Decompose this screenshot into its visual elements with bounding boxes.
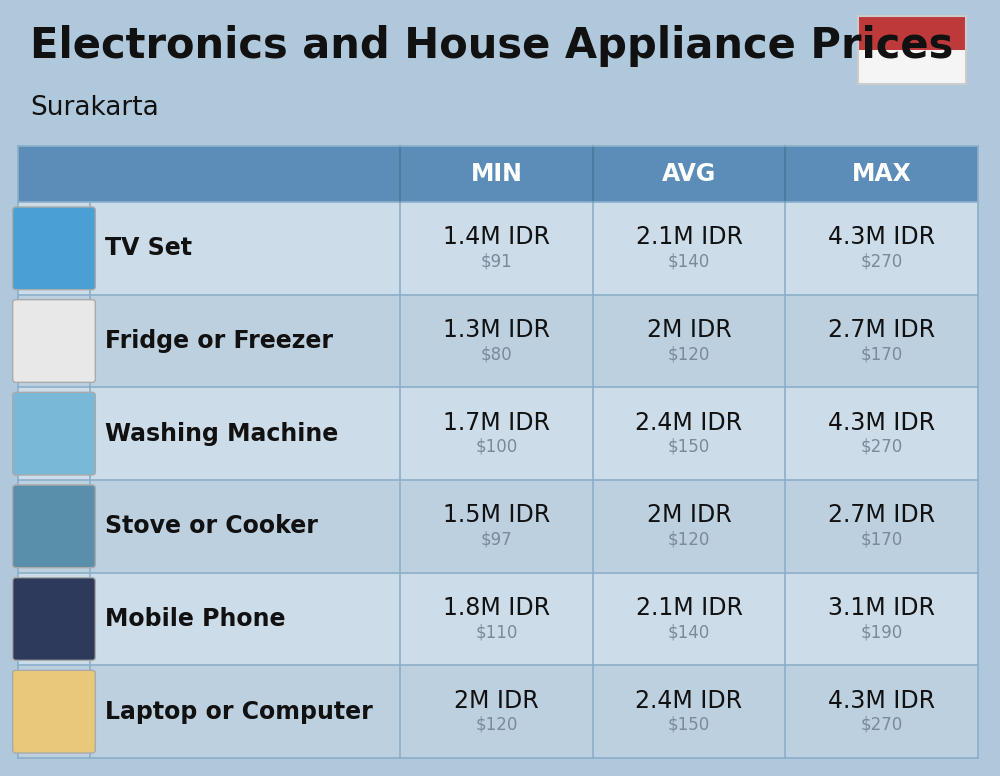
- Text: 2.4M IDR: 2.4M IDR: [635, 411, 743, 435]
- FancyBboxPatch shape: [13, 207, 95, 289]
- Text: Electronics and House Appliance Prices: Electronics and House Appliance Prices: [30, 25, 953, 67]
- Text: $190: $190: [861, 623, 903, 641]
- Bar: [18, 202, 978, 295]
- Text: $140: $140: [668, 252, 710, 270]
- Text: 2M IDR: 2M IDR: [647, 504, 731, 528]
- Bar: [18, 665, 978, 758]
- Text: 1.3M IDR: 1.3M IDR: [443, 318, 550, 342]
- FancyBboxPatch shape: [13, 670, 95, 753]
- Text: $97: $97: [481, 530, 512, 549]
- FancyBboxPatch shape: [13, 485, 95, 568]
- Text: $170: $170: [861, 530, 903, 549]
- Text: $140: $140: [668, 623, 710, 641]
- Bar: [858, 16, 966, 84]
- Text: Surakarta: Surakarta: [30, 95, 159, 121]
- Text: Fridge or Freezer: Fridge or Freezer: [105, 329, 333, 353]
- Bar: [18, 573, 978, 665]
- Text: $270: $270: [861, 252, 903, 270]
- Bar: [858, 16, 966, 84]
- Text: 4.3M IDR: 4.3M IDR: [828, 688, 935, 712]
- Text: $100: $100: [475, 438, 517, 456]
- Text: $80: $80: [481, 345, 512, 363]
- FancyBboxPatch shape: [13, 577, 95, 660]
- Text: $170: $170: [861, 345, 903, 363]
- Text: 2.1M IDR: 2.1M IDR: [636, 596, 742, 620]
- Bar: [858, 16, 966, 50]
- Bar: [18, 146, 978, 202]
- Text: Stove or Cooker: Stove or Cooker: [105, 514, 318, 539]
- Bar: [18, 387, 978, 480]
- Text: Washing Machine: Washing Machine: [105, 421, 338, 445]
- Text: $270: $270: [861, 715, 903, 733]
- Text: 2.1M IDR: 2.1M IDR: [636, 225, 742, 249]
- Text: $150: $150: [668, 715, 710, 733]
- Text: $120: $120: [668, 530, 710, 549]
- Text: 2M IDR: 2M IDR: [454, 688, 539, 712]
- Text: 2.7M IDR: 2.7M IDR: [828, 318, 935, 342]
- Text: TV Set: TV Set: [105, 237, 192, 260]
- Text: 1.7M IDR: 1.7M IDR: [443, 411, 550, 435]
- Text: 3.1M IDR: 3.1M IDR: [828, 596, 935, 620]
- Bar: [18, 480, 978, 573]
- Text: $120: $120: [475, 715, 518, 733]
- Text: $120: $120: [668, 345, 710, 363]
- Text: $110: $110: [475, 623, 518, 641]
- Text: Laptop or Computer: Laptop or Computer: [105, 700, 373, 724]
- Text: 2.4M IDR: 2.4M IDR: [635, 688, 743, 712]
- Text: 4.3M IDR: 4.3M IDR: [828, 225, 935, 249]
- Text: 1.4M IDR: 1.4M IDR: [443, 225, 550, 249]
- Text: $270: $270: [861, 438, 903, 456]
- Text: 1.8M IDR: 1.8M IDR: [443, 596, 550, 620]
- Bar: [18, 295, 978, 387]
- Text: MIN: MIN: [470, 162, 522, 186]
- Text: 1.5M IDR: 1.5M IDR: [443, 504, 550, 528]
- Text: 2.7M IDR: 2.7M IDR: [828, 504, 935, 528]
- Text: $91: $91: [480, 252, 512, 270]
- FancyBboxPatch shape: [13, 300, 95, 383]
- Text: 4.3M IDR: 4.3M IDR: [828, 411, 935, 435]
- Text: MAX: MAX: [852, 162, 912, 186]
- Text: $150: $150: [668, 438, 710, 456]
- Text: Mobile Phone: Mobile Phone: [105, 607, 286, 631]
- Text: AVG: AVG: [662, 162, 716, 186]
- Text: 2M IDR: 2M IDR: [647, 318, 731, 342]
- FancyBboxPatch shape: [13, 393, 95, 475]
